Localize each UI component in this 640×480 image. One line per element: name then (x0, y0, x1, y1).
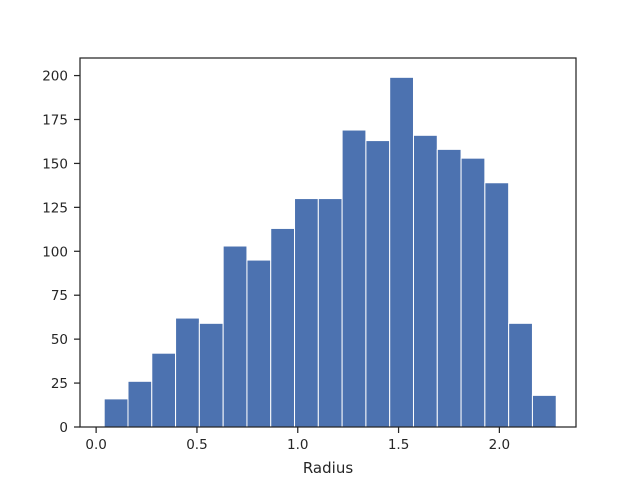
y-tick-label: 150 (42, 156, 68, 172)
x-tick-label: 1.0 (287, 437, 308, 453)
x-tick-label: 0.5 (186, 437, 207, 453)
y-tick-label: 200 (42, 69, 68, 85)
histogram-bar (365, 140, 391, 428)
axes-frame (79, 57, 577, 428)
histogram-bar (294, 198, 319, 428)
y-tick-label: 75 (51, 288, 68, 304)
histogram-bar (341, 129, 367, 428)
histogram-bar (412, 134, 438, 428)
histogram-bar (484, 182, 510, 428)
histogram-bar (246, 259, 272, 428)
histogram-bar (103, 398, 129, 428)
histogram-bar (436, 148, 462, 428)
y-axis: 0 25 50 75 100 125 150 175 200 (42, 69, 80, 436)
histogram-bar (508, 322, 533, 428)
histogram-bar (317, 198, 343, 428)
histogram-bar (270, 227, 296, 428)
x-axis: 0.0 0.5 1.0 1.5 2.0 (85, 427, 510, 453)
histogram-bar (222, 245, 248, 428)
histogram-bar (175, 317, 200, 428)
y-tick-label: 100 (42, 244, 68, 260)
y-tick-label: 175 (42, 113, 68, 129)
histogram-bar (151, 352, 177, 428)
histogram-bar (531, 394, 557, 428)
histogram-bar (460, 157, 486, 428)
y-tick-label: 50 (51, 332, 68, 348)
bars-group (103, 76, 557, 428)
histogram-bar (127, 380, 153, 428)
x-axis-label: Radius (303, 459, 353, 477)
x-tick-label: 0.0 (85, 437, 106, 453)
y-tick-label: 125 (42, 200, 68, 216)
y-tick-label: 0 (59, 420, 68, 436)
x-tick-label: 2.0 (489, 437, 510, 453)
y-tick-label: 25 (51, 376, 68, 392)
histogram-bar (198, 322, 224, 428)
histogram-bar (389, 76, 414, 428)
x-tick-label: 1.5 (388, 437, 409, 453)
